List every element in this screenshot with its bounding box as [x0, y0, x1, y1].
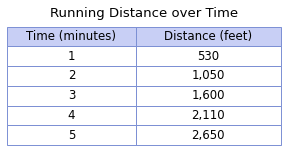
Text: 2,650: 2,650: [192, 129, 225, 142]
Text: 4: 4: [68, 109, 75, 122]
Bar: [136, 86, 281, 106]
Bar: [136, 106, 281, 125]
Bar: [136, 125, 281, 145]
Text: Running Distance over Time: Running Distance over Time: [50, 7, 238, 20]
Bar: [7, 86, 136, 106]
Text: 5: 5: [68, 129, 75, 142]
Bar: [7, 106, 136, 125]
Text: Time (minutes): Time (minutes): [26, 30, 116, 43]
Text: 1,600: 1,600: [192, 89, 225, 102]
Bar: [7, 66, 136, 86]
Text: 3: 3: [68, 89, 75, 102]
Bar: [7, 125, 136, 145]
Text: 2,110: 2,110: [192, 109, 225, 122]
Bar: [136, 27, 281, 46]
Bar: [7, 46, 136, 66]
Text: Distance (feet): Distance (feet): [164, 30, 252, 43]
Text: 530: 530: [197, 50, 219, 63]
Bar: [136, 66, 281, 86]
Text: 1,050: 1,050: [192, 69, 225, 82]
Bar: [7, 27, 136, 46]
Bar: [136, 46, 281, 66]
Text: 2: 2: [68, 69, 75, 82]
Text: 1: 1: [68, 50, 75, 63]
